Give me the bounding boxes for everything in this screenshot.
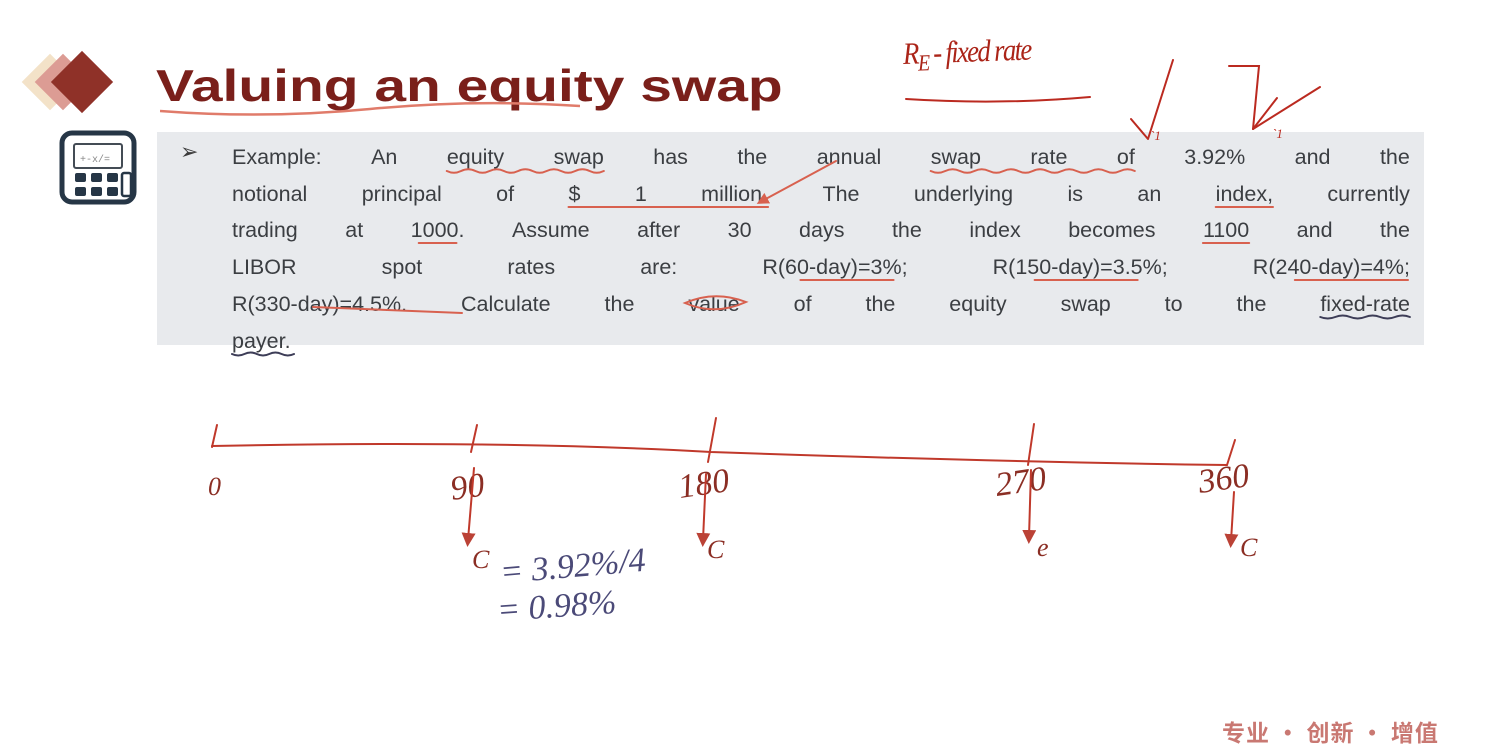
svg-text:e: e	[1037, 533, 1049, 562]
svg-text:270: 270	[993, 460, 1049, 504]
svg-text:360: 360	[1195, 457, 1252, 501]
svg-text:+-x/=: +-x/=	[80, 154, 110, 166]
svg-text:0: 0	[208, 472, 221, 501]
svg-text:90: 90	[448, 467, 487, 508]
svg-text:C: C	[707, 535, 725, 564]
svg-text:180: 180	[676, 462, 732, 506]
svg-text:C: C	[1240, 533, 1258, 562]
svg-text:C: C	[472, 545, 490, 574]
